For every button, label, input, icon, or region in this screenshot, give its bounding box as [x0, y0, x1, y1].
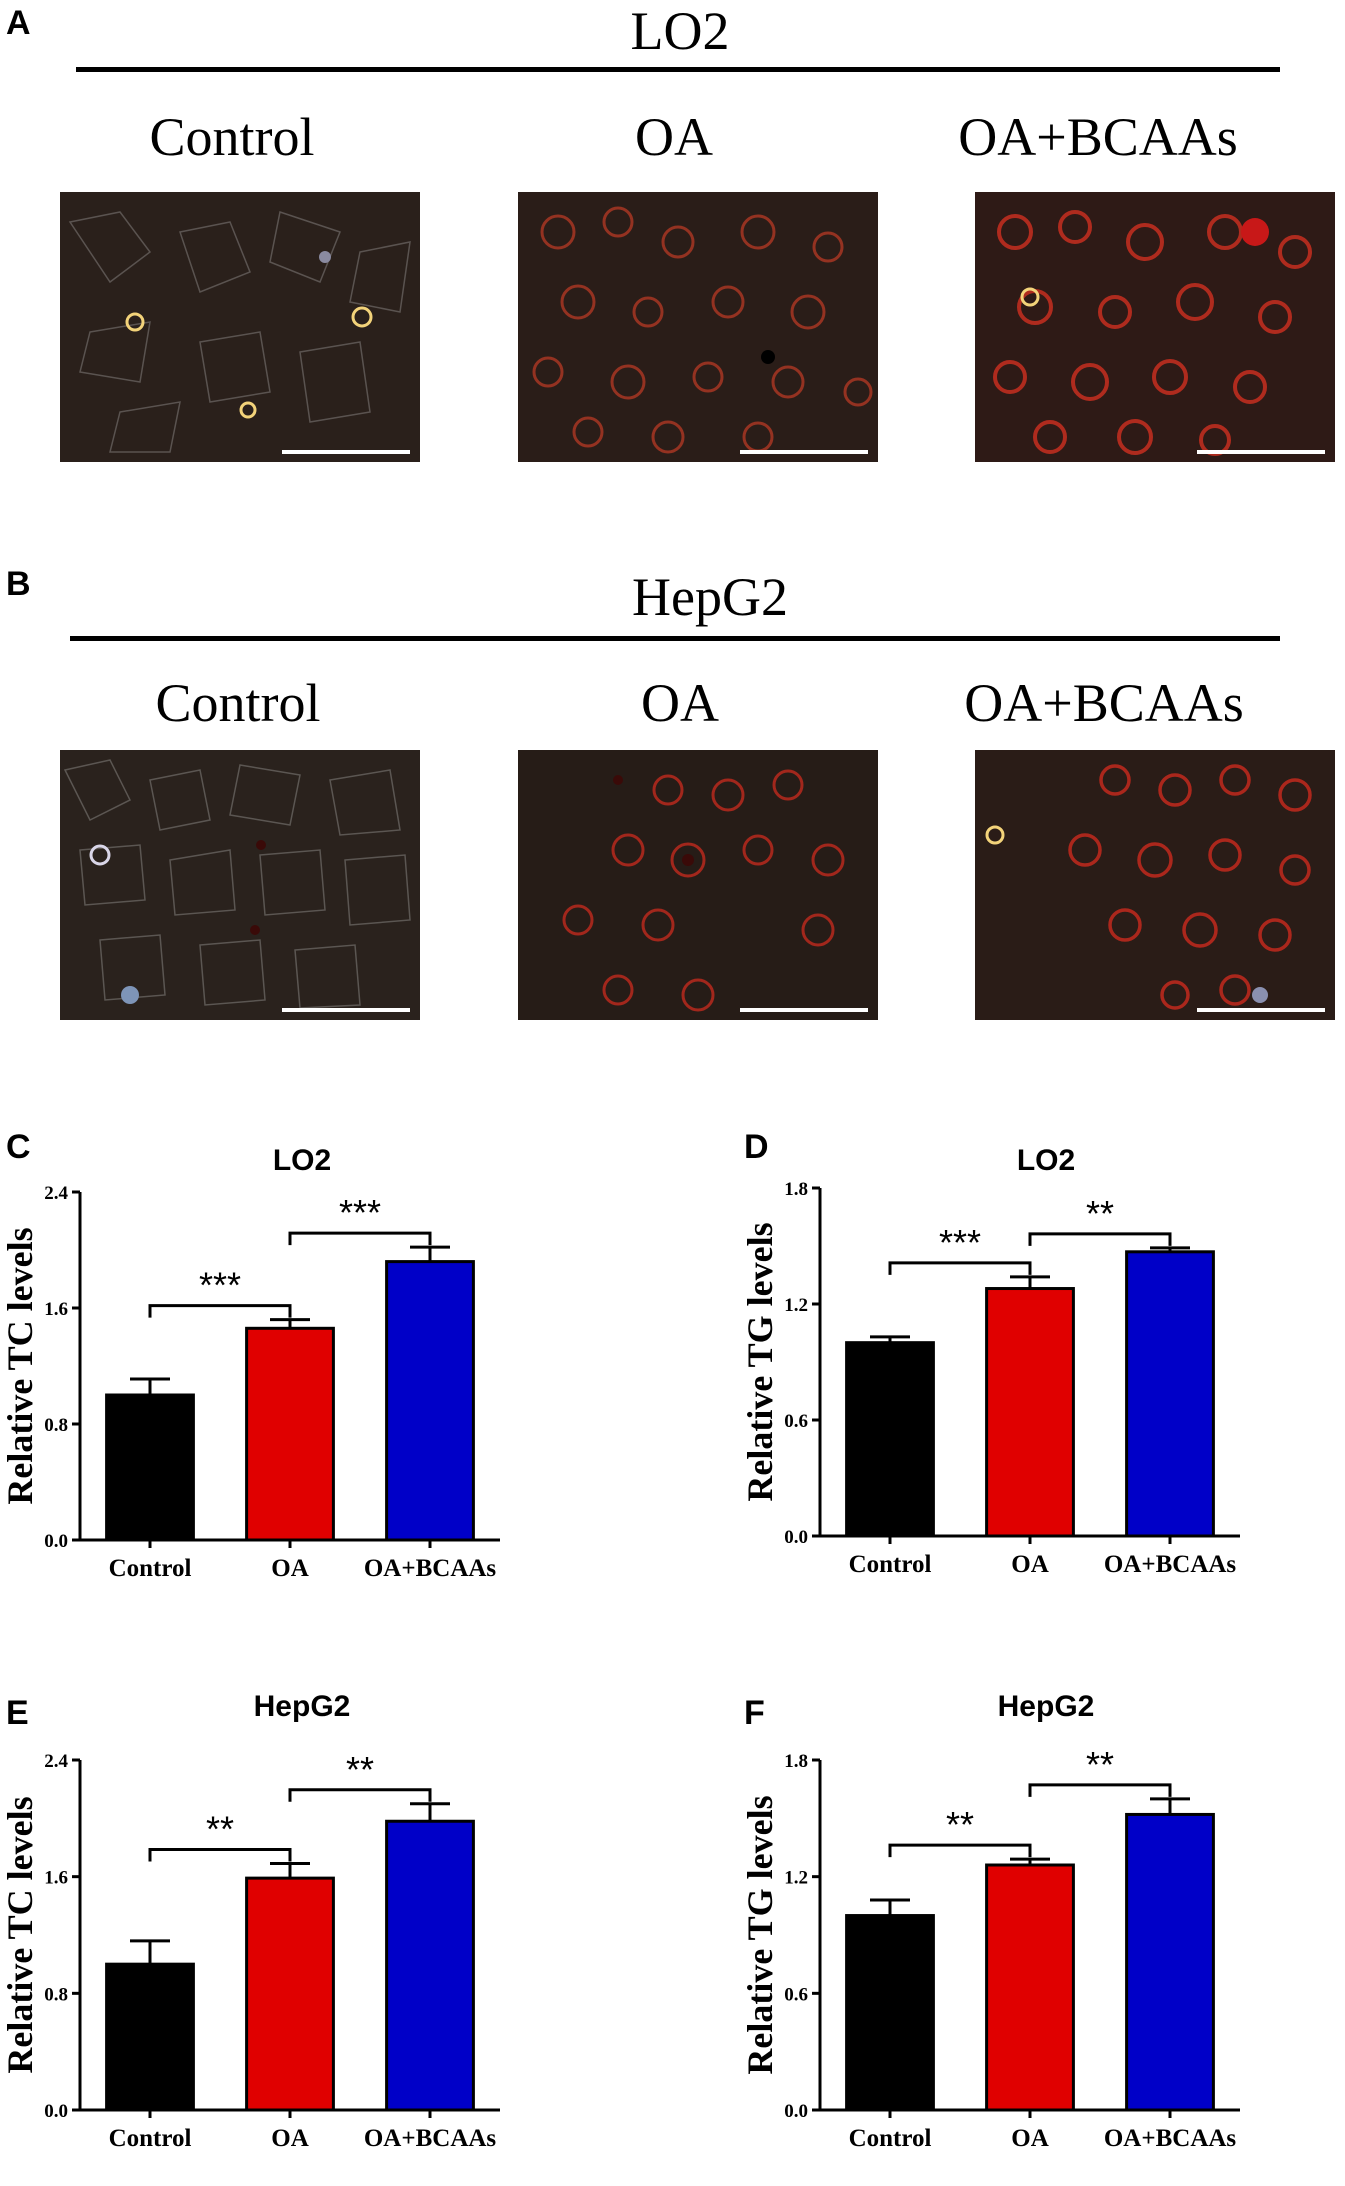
significance-label: **: [206, 1809, 234, 1850]
y-axis-label: Relative TG levels: [740, 1795, 780, 2074]
x-tick-label: OA+BCAAs: [1104, 2125, 1237, 2152]
chart-title: LO2: [273, 1144, 331, 1177]
micrograph-hepg2-oa: [518, 750, 878, 1020]
y-tick-label: 2.4: [44, 1751, 68, 1772]
bar-1: [985, 1287, 1075, 1538]
y-tick-label: 1.2: [784, 1868, 808, 1889]
bar-0: [845, 1914, 935, 2112]
x-tick-label: Control: [109, 2125, 192, 2152]
micrograph-lo2-oa-bcaas: [975, 192, 1335, 462]
condition-label: OA: [635, 107, 713, 167]
x-tick-label: Control: [109, 1555, 192, 1582]
section-divider: [76, 67, 1280, 72]
condition-label: OA: [641, 673, 719, 733]
bar-2: [385, 1260, 475, 1542]
x-tick-label: OA+BCAAs: [1104, 1551, 1237, 1578]
panel-letter-d: D: [744, 1128, 769, 1166]
micrograph-hepg2-control: [60, 750, 420, 1020]
chart-title: HepG2: [254, 1690, 351, 1723]
x-tick-label: OA: [271, 2125, 309, 2152]
y-axis-label: Relative TG levels: [740, 1222, 780, 1501]
bar-2: [1125, 1250, 1215, 1538]
significance-label: **: [1086, 1744, 1114, 1785]
bar-1: [245, 1876, 335, 2112]
section-divider: [70, 636, 1280, 641]
condition-label: OA+BCAAs: [964, 673, 1244, 733]
panel-letter-b: B: [6, 565, 31, 603]
significance-bracket: [148, 1304, 292, 1318]
chart-panel-e: HepG2 Relative TC levels 0.0 0.8 1.6 2.4 Contr…: [0, 1690, 500, 2152]
x-tick-label: OA+BCAAs: [364, 1555, 497, 1582]
bar-0: [105, 1393, 195, 1542]
panel-letter-e: E: [6, 1694, 29, 1732]
y-tick-label: 0.6: [784, 1984, 808, 2005]
y-tick-label: 0.8: [44, 1415, 68, 1436]
y-tick-label: 1.6: [44, 1868, 68, 1889]
significance-label: ***: [339, 1192, 381, 1233]
x-tick-label: OA: [1011, 1551, 1049, 1578]
x-tick-label: Control: [849, 1551, 932, 1578]
significance-label: **: [346, 1749, 374, 1790]
bar-2: [1125, 1812, 1215, 2112]
significance-label: **: [1086, 1193, 1114, 1234]
chart-panel-f: HepG2 Relative TG levels 0.0 0.6 1.2 1.8 Contr…: [740, 1690, 1240, 2152]
y-tick-label: 2.4: [44, 1183, 68, 1204]
y-tick-label: 1.8: [784, 1179, 808, 1200]
significance-bracket: [888, 1843, 1032, 1858]
y-axis-label: Relative TC levels: [0, 1227, 40, 1504]
significance-bracket: [288, 1231, 432, 1246]
significance-label: **: [946, 1804, 974, 1845]
y-tick-label: 0.0: [784, 1527, 808, 1548]
bar-1: [245, 1326, 335, 1542]
x-tick-label: OA: [271, 1555, 309, 1582]
significance-bracket: [148, 1848, 292, 1862]
y-axis-label: Relative TC levels: [0, 1796, 40, 2073]
condition-label: OA+BCAAs: [958, 107, 1238, 167]
x-tick-label: OA: [1011, 2125, 1049, 2152]
micrograph-lo2-control: [60, 192, 420, 462]
significance-label: ***: [939, 1222, 981, 1263]
condition-label: Control: [149, 107, 315, 167]
y-tick-label: 0.0: [44, 1531, 68, 1552]
micrograph-hepg2-oa-bcaas: [975, 750, 1335, 1020]
condition-label: Control: [155, 673, 321, 733]
significance-bracket: [1028, 1783, 1172, 1797]
significance-bracket: [1028, 1232, 1172, 1246]
y-tick-label: 1.8: [784, 1751, 808, 1772]
x-tick-label: OA+BCAAs: [364, 2125, 497, 2152]
panel-letter-f: F: [744, 1694, 765, 1732]
significance-label: ***: [199, 1265, 241, 1306]
bar-0: [845, 1341, 935, 1538]
y-tick-label: 1.6: [44, 1299, 68, 1320]
chart-panel-c: LO2 Relative TC levels 0.0 0.8 1.6 2.4 Control…: [0, 1144, 500, 1582]
chart-title: LO2: [1017, 1144, 1075, 1177]
section-title-hepg2: HepG2: [632, 567, 788, 627]
chart-title: HepG2: [998, 1690, 1095, 1723]
significance-bracket: [888, 1261, 1032, 1275]
y-tick-label: 1.2: [784, 1295, 808, 1316]
bar-0: [105, 1962, 195, 2112]
y-tick-label: 0.8: [44, 1984, 68, 2005]
y-tick-label: 0.0: [784, 2101, 808, 2122]
bar-2: [385, 1819, 475, 2112]
section-title-lo2: LO2: [630, 1, 730, 61]
x-tick-label: Control: [849, 2125, 932, 2152]
y-tick-label: 0.6: [784, 1411, 808, 1432]
panel-letter-a: A: [6, 4, 31, 42]
y-tick-label: 0.0: [44, 2101, 68, 2122]
bar-1: [985, 1863, 1075, 2112]
panel-letter-c: C: [6, 1128, 31, 1166]
significance-bracket: [288, 1788, 432, 1802]
chart-panel-d: LO2 Relative TG levels 0.0 0.6 1.2 1.8 Control…: [740, 1144, 1240, 1578]
micrograph-lo2-oa: [518, 192, 878, 462]
